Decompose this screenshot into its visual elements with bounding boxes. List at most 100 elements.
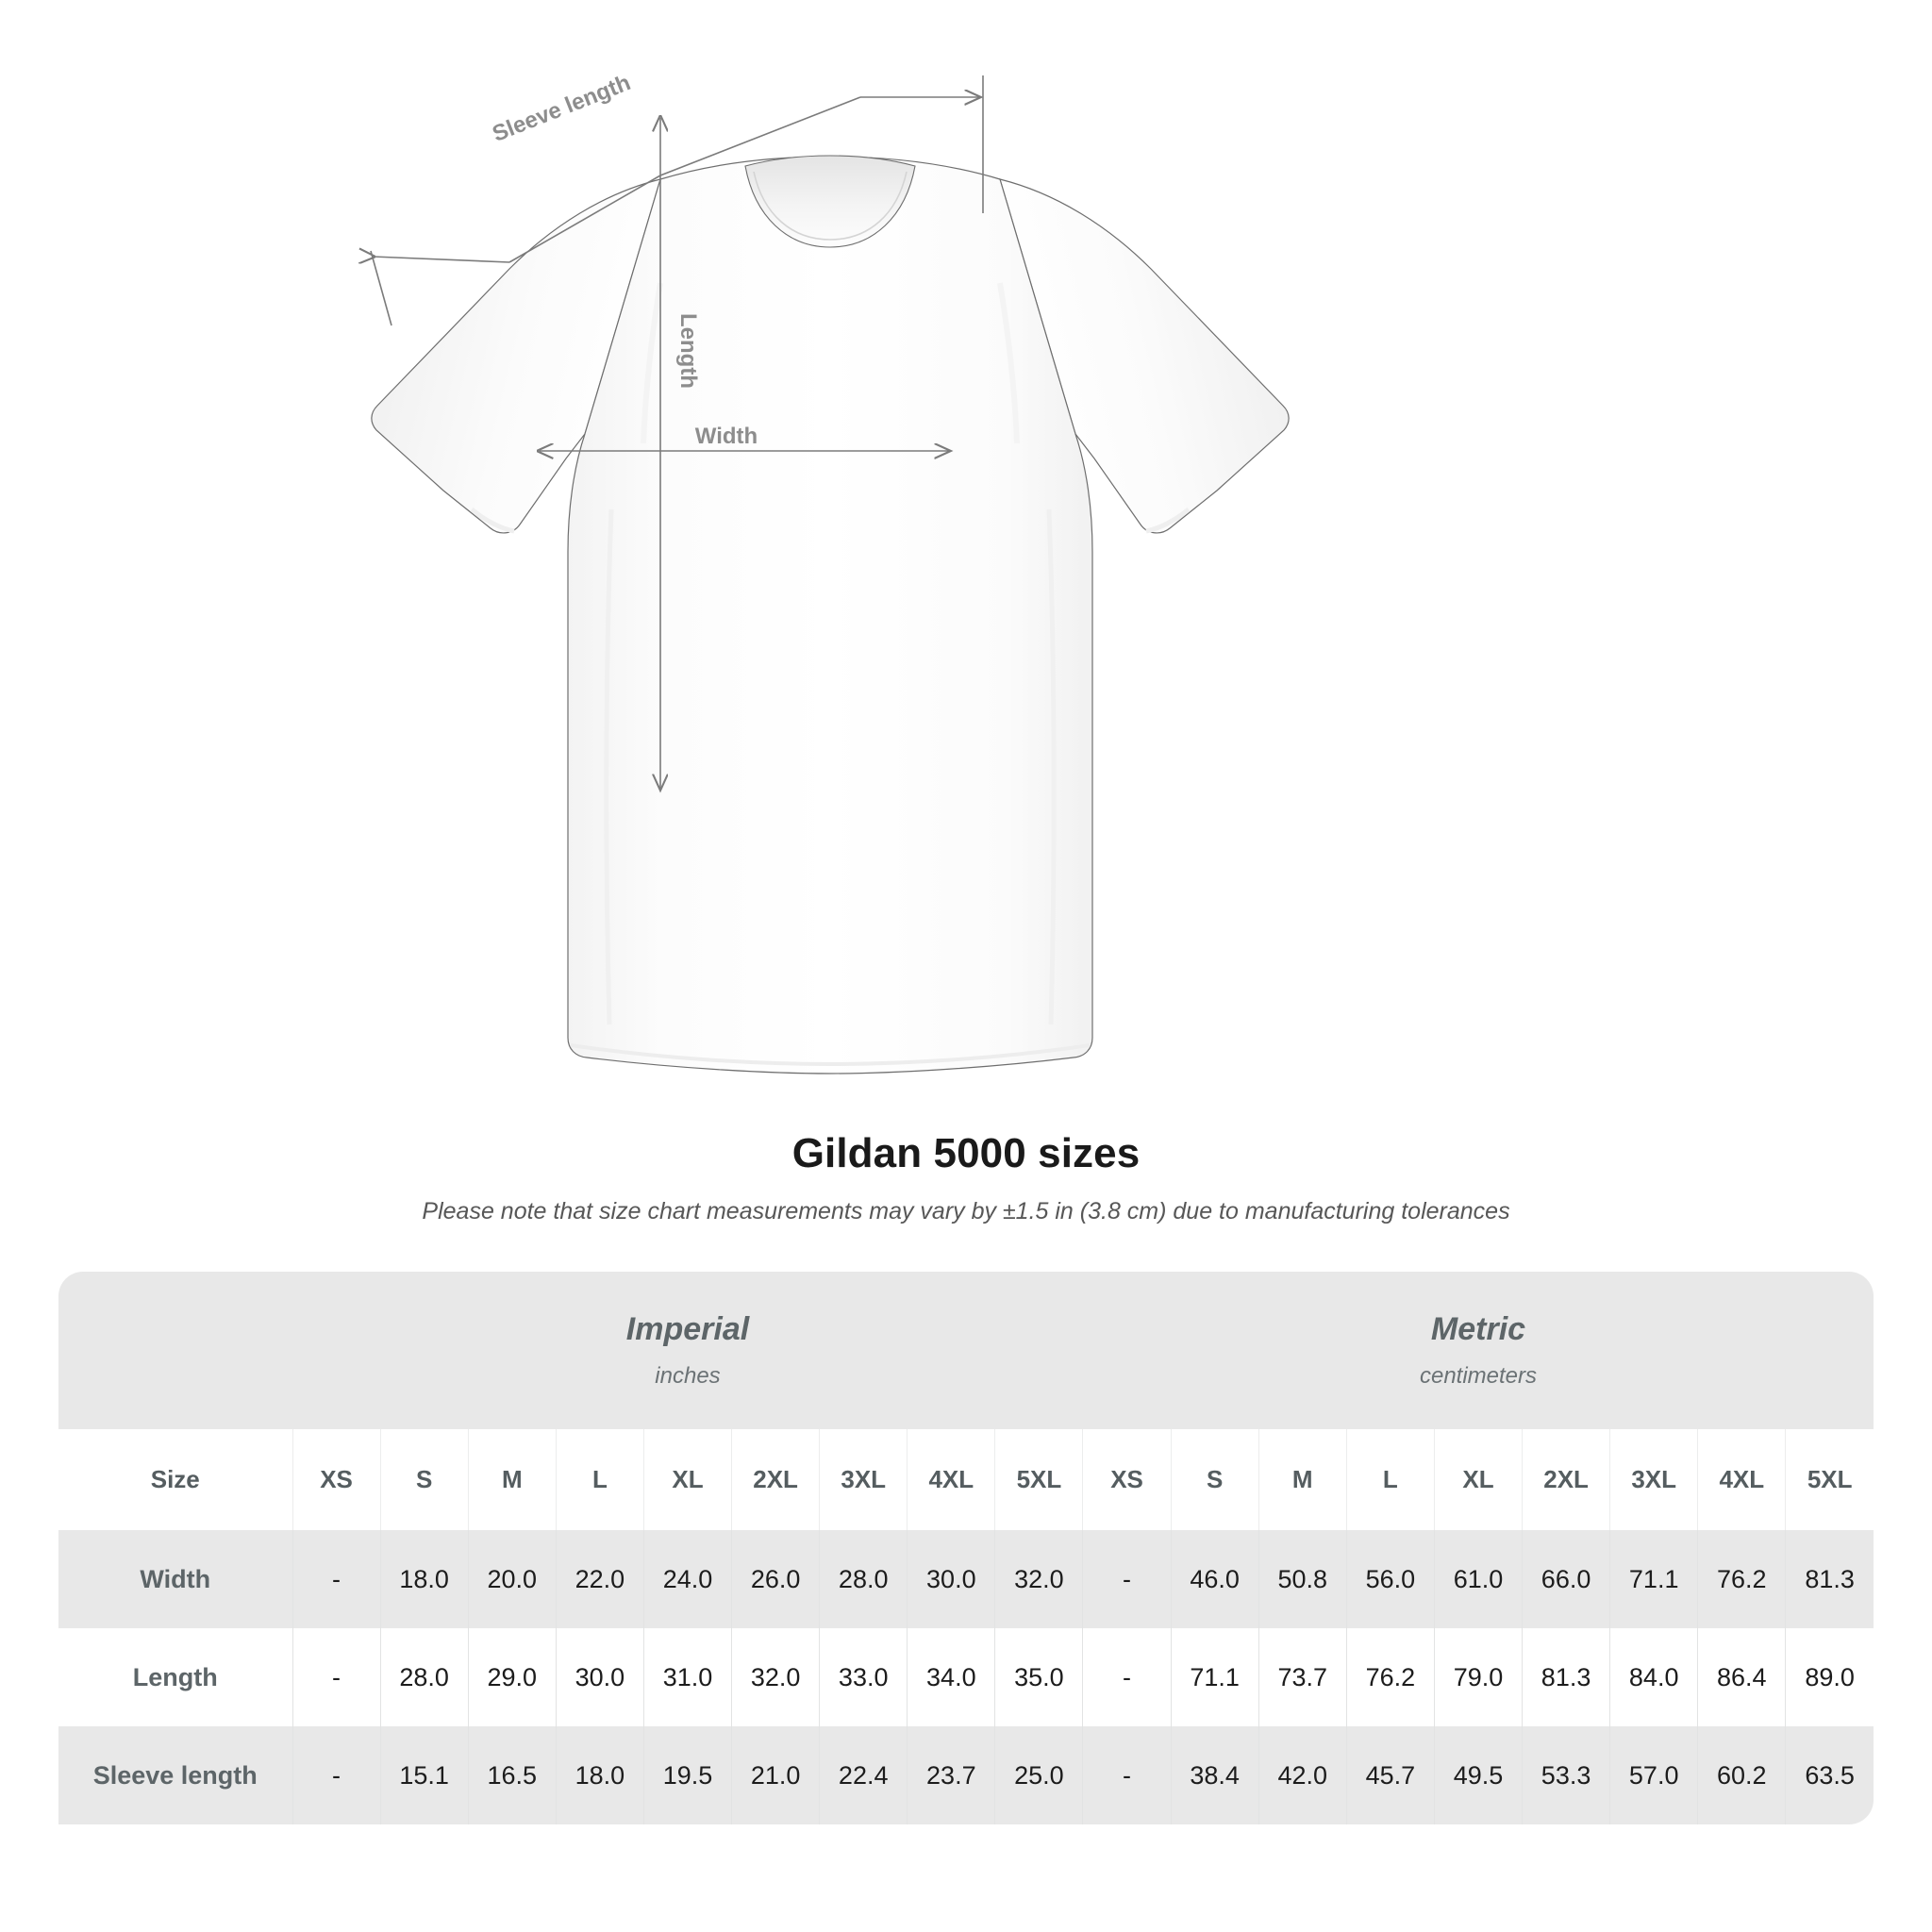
size-header-imperial-5xl: 5XL — [994, 1429, 1084, 1530]
cell-sleeve-length-metric-l: 45.7 — [1346, 1726, 1435, 1824]
cell-sleeve-length-imperial-s: 15.1 — [380, 1726, 469, 1824]
row-label-length: Length — [58, 1628, 293, 1726]
cell-length-metric-m: 73.7 — [1258, 1628, 1347, 1726]
cell-width-imperial-3xl: 28.0 — [819, 1530, 908, 1628]
size-header-metric-xl: XL — [1434, 1429, 1524, 1530]
unit-group-name: Imperial — [625, 1311, 750, 1348]
size-header-metric-2xl: 2XL — [1522, 1429, 1611, 1530]
cell-length-imperial-xs: - — [292, 1628, 381, 1726]
cell-sleeve-length-metric-5xl: 63.5 — [1785, 1726, 1874, 1824]
cell-sleeve-length-metric-xs: - — [1082, 1726, 1172, 1824]
sleeve-length-label: Sleeve length — [489, 70, 634, 147]
cell-sleeve-length-imperial-xl: 19.5 — [643, 1726, 733, 1824]
cell-length-metric-s: 71.1 — [1171, 1628, 1259, 1726]
tshirt-garment-shape — [371, 155, 1290, 1074]
unit-group-metric: Metric centimeters — [1082, 1272, 1874, 1429]
cell-sleeve-length-imperial-m: 16.5 — [468, 1726, 557, 1824]
cell-sleeve-length-metric-4xl: 60.2 — [1697, 1726, 1787, 1824]
size-header-imperial-2xl: 2XL — [731, 1429, 821, 1530]
cell-width-metric-2xl: 66.0 — [1522, 1530, 1611, 1628]
cell-width-metric-xs: - — [1082, 1530, 1172, 1628]
size-header-imperial-s: S — [380, 1429, 469, 1530]
row-label-sleeve-length: Sleeve length — [58, 1726, 293, 1824]
unit-group-subtitle: inches — [655, 1362, 721, 1389]
cell-length-metric-3xl: 84.0 — [1609, 1628, 1699, 1726]
size-header-metric-m: M — [1258, 1429, 1347, 1530]
table-row: Width -18.0 20.0 22.0 24.0 26.0 28.0 30.0 32.0-4… — [58, 1530, 1874, 1628]
size-header-imperial-4xl: 4XL — [907, 1429, 996, 1530]
size-header-imperial-l: L — [556, 1429, 644, 1530]
unit-banner-spacer — [58, 1272, 292, 1429]
cell-length-imperial-l: 30.0 — [556, 1628, 644, 1726]
cell-width-metric-xl: 61.0 — [1434, 1530, 1524, 1628]
cell-sleeve-length-metric-xl: 49.5 — [1434, 1726, 1524, 1824]
cell-length-imperial-s: 28.0 — [380, 1628, 469, 1726]
unit-banner-row: Imperial inches Metric centimeters — [58, 1272, 1874, 1429]
size-header-metric-s: S — [1171, 1429, 1259, 1530]
cell-sleeve-length-imperial-l: 18.0 — [556, 1726, 644, 1824]
size-header-imperial-3xl: 3XL — [819, 1429, 908, 1530]
cell-length-imperial-m: 29.0 — [468, 1628, 557, 1726]
size-header-metric-l: L — [1346, 1429, 1435, 1530]
cell-length-metric-l: 76.2 — [1346, 1628, 1435, 1726]
cell-length-imperial-3xl: 33.0 — [819, 1628, 908, 1726]
page-title: Gildan 5000 sizes — [791, 1130, 1141, 1176]
cell-width-imperial-2xl: 26.0 — [731, 1530, 821, 1628]
cell-length-imperial-2xl: 32.0 — [731, 1628, 821, 1726]
cell-length-metric-xl: 79.0 — [1434, 1628, 1524, 1726]
cell-width-imperial-4xl: 30.0 — [907, 1530, 996, 1628]
cell-width-imperial-m: 20.0 — [468, 1530, 557, 1628]
cell-sleeve-length-metric-s: 38.4 — [1171, 1726, 1259, 1824]
cell-width-metric-m: 50.8 — [1258, 1530, 1347, 1628]
cell-width-imperial-xs: - — [292, 1530, 381, 1628]
table-row: Sleeve length -15.1 16.5 18.0 19.5 21.0 22.4 23… — [58, 1726, 1874, 1824]
cell-width-metric-5xl: 81.3 — [1785, 1530, 1874, 1628]
unit-group-imperial: Imperial inches — [292, 1272, 1083, 1429]
row-label-width: Width — [58, 1530, 293, 1628]
cell-width-metric-3xl: 71.1 — [1609, 1530, 1699, 1628]
cell-sleeve-length-metric-3xl: 57.0 — [1609, 1726, 1699, 1824]
cell-length-metric-5xl: 89.0 — [1785, 1628, 1874, 1726]
cell-width-imperial-s: 18.0 — [380, 1530, 469, 1628]
unit-group-name: Metric — [1430, 1311, 1526, 1348]
size-header-metric-4xl: 4XL — [1697, 1429, 1787, 1530]
cell-length-metric-4xl: 86.4 — [1697, 1628, 1787, 1726]
sleeve-length-end-tick — [370, 250, 392, 326]
cell-sleeve-length-imperial-5xl: 25.0 — [994, 1726, 1084, 1824]
width-label: Width — [695, 424, 758, 449]
cell-length-imperial-5xl: 35.0 — [994, 1628, 1084, 1726]
size-header-imperial-xs: XS — [292, 1429, 381, 1530]
table-row: Length -28.0 29.0 30.0 31.0 32.0 33.0 34.0 35.0-… — [58, 1628, 1874, 1726]
cell-length-imperial-xl: 31.0 — [643, 1628, 733, 1726]
unit-group-subtitle: centimeters — [1419, 1362, 1538, 1389]
size-header-metric-3xl: 3XL — [1609, 1429, 1699, 1530]
cell-length-metric-xs: - — [1082, 1628, 1172, 1726]
cell-sleeve-length-metric-2xl: 53.3 — [1522, 1726, 1611, 1824]
cell-length-imperial-4xl: 34.0 — [907, 1628, 996, 1726]
length-label: Length — [675, 313, 701, 389]
size-column-header: Size — [58, 1429, 293, 1530]
cell-width-metric-l: 56.0 — [1346, 1530, 1435, 1628]
size-header-imperial-m: M — [468, 1429, 557, 1530]
sleeve-length-arrow-bottom — [373, 257, 510, 262]
chart-heading: Gildan 5000 sizes Please note that size … — [0, 1127, 1932, 1227]
cell-sleeve-length-metric-m: 42.0 — [1258, 1726, 1347, 1824]
size-header-metric-xs: XS — [1082, 1429, 1172, 1530]
size-table-container: Imperial inches Metric centimeters Size XS S M L… — [58, 1272, 1874, 1824]
tshirt-illustration: Sleeve length Length Width — [0, 70, 1290, 1074]
cell-width-imperial-xl: 24.0 — [643, 1530, 733, 1628]
size-header-row: Size XS S M L XL 2XL 3XL 4XL 5XL XS S M L XL 2XL 3XL 4XL 5… — [58, 1429, 1874, 1530]
size-header-metric-5xl: 5XL — [1785, 1429, 1874, 1530]
cell-width-imperial-l: 22.0 — [556, 1530, 644, 1628]
size-header-imperial-xl: XL — [643, 1429, 733, 1530]
cell-length-metric-2xl: 81.3 — [1522, 1628, 1611, 1726]
cell-sleeve-length-imperial-xs: - — [292, 1726, 381, 1824]
page-subtitle: Please note that size chart measurements… — [422, 1198, 1510, 1224]
size-table: Imperial inches Metric centimeters Size XS S M L… — [58, 1272, 1874, 1824]
cell-sleeve-length-imperial-4xl: 23.7 — [907, 1726, 996, 1824]
cell-width-metric-4xl: 76.2 — [1697, 1530, 1787, 1628]
cell-width-imperial-5xl: 32.0 — [994, 1530, 1084, 1628]
cell-sleeve-length-imperial-2xl: 21.0 — [731, 1726, 821, 1824]
cell-width-metric-s: 46.0 — [1171, 1530, 1259, 1628]
